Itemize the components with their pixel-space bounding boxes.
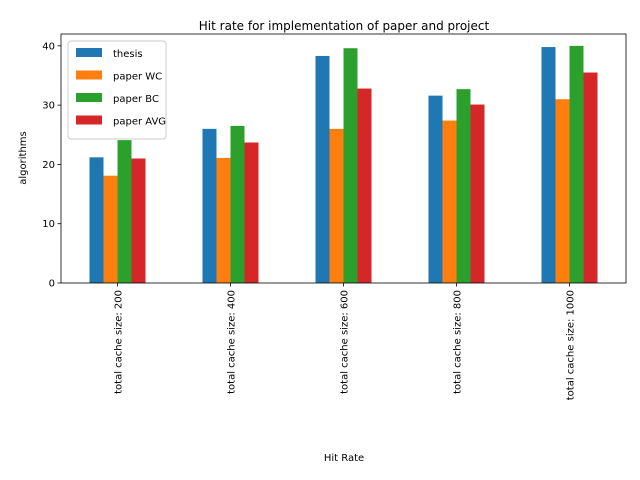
- y-tick-label: 40: [42, 41, 55, 52]
- plot-area-frame: [60, 33, 627, 284]
- y-axis-label: algorithms: [18, 131, 29, 184]
- x-tick-label: total cache size: 600: [340, 290, 351, 394]
- y-tick-label: 10: [42, 219, 55, 230]
- x-tick-label: total cache size: 400: [227, 290, 238, 394]
- legend-swatch: [76, 115, 102, 125]
- y-tick-label: 30: [42, 101, 55, 112]
- bar: [202, 128, 217, 283]
- legend-label: paper BC: [113, 94, 159, 105]
- bar: [428, 95, 443, 284]
- bar: [357, 88, 372, 284]
- y-tick-label: 0: [49, 279, 55, 290]
- bar: [555, 99, 570, 283]
- bar: [315, 55, 330, 283]
- x-axis-label: Hit Rate: [324, 453, 364, 464]
- bar: [541, 47, 556, 283]
- legend: thesis paper WC paper BC paper AVG: [67, 40, 167, 140]
- bar: [131, 158, 146, 283]
- y-tick-label: 20: [42, 160, 55, 171]
- bar: [329, 128, 344, 283]
- y-axis: 0 10 20 30 40: [42, 41, 61, 290]
- legend-label: thesis: [113, 49, 143, 60]
- bar: [343, 48, 358, 283]
- bar: [117, 140, 132, 283]
- bar: [230, 125, 245, 284]
- bar: [456, 89, 471, 283]
- x-tick-label: total cache size: 200: [114, 290, 125, 394]
- chart-title: Hit rate for implementation of paper and…: [199, 19, 490, 33]
- legend-swatch: [76, 70, 102, 80]
- bar: [569, 45, 584, 283]
- x-tick-label: total cache size: 800: [453, 290, 464, 394]
- legend-swatch: [76, 93, 102, 102]
- bar: [442, 120, 457, 283]
- legend-swatch: [76, 48, 102, 57]
- bar: [216, 157, 231, 283]
- legend-label: paper WC: [113, 72, 162, 83]
- legend-frame: [67, 40, 167, 140]
- bar: [103, 175, 118, 283]
- bar: [470, 104, 485, 283]
- legend-label: paper AVG: [113, 117, 166, 128]
- x-tick-label: total cache size: 1000: [566, 290, 577, 400]
- bars-group: [89, 45, 598, 284]
- bar: [89, 157, 104, 283]
- bar: [244, 142, 259, 283]
- x-axis: total cache size: 200 total cache size: 4…: [114, 283, 577, 400]
- bar: [583, 72, 598, 284]
